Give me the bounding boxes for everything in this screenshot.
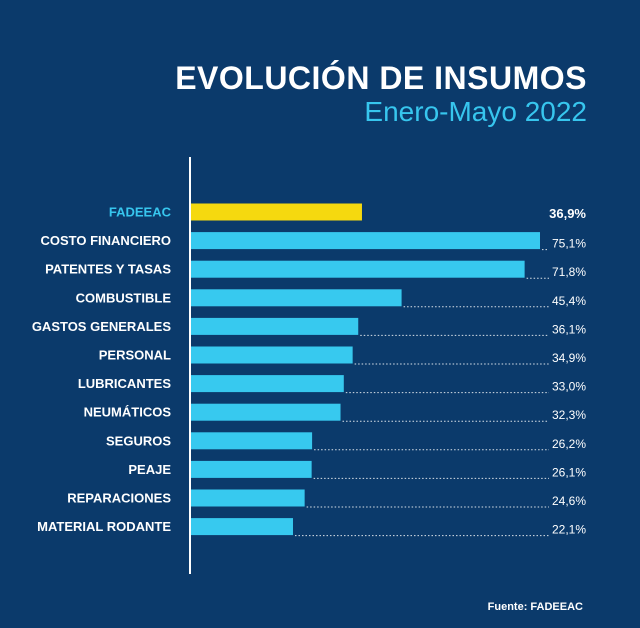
category-label: SEGUROS bbox=[106, 433, 171, 448]
value-label: 71,8% bbox=[552, 265, 586, 279]
category-label: COMBUSTIBLE bbox=[76, 290, 172, 305]
bar-7 bbox=[190, 375, 344, 393]
source-note: Fuente: FADEEAC bbox=[487, 601, 583, 613]
value-label: 26,2% bbox=[552, 437, 586, 451]
value-label: 32,3% bbox=[552, 408, 586, 422]
value-label: 36,1% bbox=[552, 322, 586, 336]
bar-6 bbox=[190, 346, 353, 364]
bar-12 bbox=[190, 518, 293, 536]
bar-4 bbox=[190, 289, 402, 307]
chart-subtitle: Enero-Mayo 2022 bbox=[364, 96, 587, 127]
value-label: 34,9% bbox=[552, 351, 586, 365]
value-label: 26,1% bbox=[552, 465, 586, 479]
category-label: REPARACIONES bbox=[67, 491, 171, 506]
value-label: 45,4% bbox=[552, 294, 586, 308]
bar-3 bbox=[190, 260, 525, 278]
category-label: PATENTES Y TASAS bbox=[45, 262, 171, 277]
bar-11 bbox=[190, 489, 305, 507]
category-label: COSTO FINANCIERO bbox=[41, 233, 172, 248]
category-label: LUBRICANTES bbox=[78, 376, 171, 391]
category-label: PERSONAL bbox=[99, 348, 171, 363]
value-label: 24,6% bbox=[552, 494, 586, 508]
chart-title: EVOLUCIÓN DE INSUMOS bbox=[175, 60, 587, 96]
bar-10 bbox=[190, 460, 312, 478]
bar-8 bbox=[190, 403, 341, 421]
value-label: 22,1% bbox=[552, 523, 586, 537]
category-label: MATERIAL RODANTE bbox=[37, 519, 171, 534]
value-label: 33,0% bbox=[552, 380, 586, 394]
bar-1 bbox=[190, 203, 362, 221]
value-label: 36,9% bbox=[549, 206, 586, 221]
category-label: FADEEAC bbox=[109, 205, 172, 220]
bar-5 bbox=[190, 317, 359, 335]
bar-2 bbox=[190, 232, 540, 250]
category-label: PEAJE bbox=[128, 462, 171, 477]
bar-9 bbox=[190, 432, 313, 450]
value-label: 75,1% bbox=[552, 237, 586, 251]
category-label: GASTOS GENERALES bbox=[32, 319, 172, 334]
category-label: NEUMÁTICOS bbox=[84, 405, 172, 420]
